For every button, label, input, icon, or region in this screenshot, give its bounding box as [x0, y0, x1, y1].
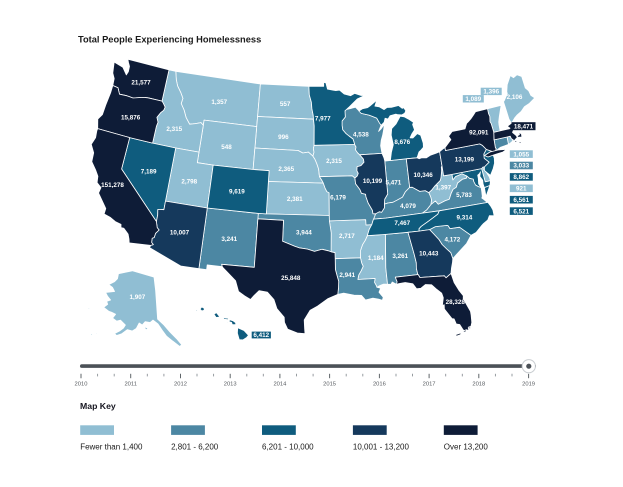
svg-text:151,278: 151,278 [101, 182, 124, 189]
svg-text:10,007: 10,007 [170, 230, 190, 237]
svg-text:2,381: 2,381 [287, 196, 303, 203]
svg-text:2018: 2018 [472, 381, 485, 387]
svg-text:2,315: 2,315 [166, 126, 182, 133]
svg-text:4,079: 4,079 [400, 203, 416, 210]
svg-text:557: 557 [280, 101, 291, 108]
svg-text:2,315: 2,315 [326, 158, 342, 165]
svg-text:6,201 - 10,000: 6,201 - 10,000 [262, 443, 314, 452]
svg-text:28,328: 28,328 [446, 299, 466, 306]
svg-text:2013: 2013 [224, 381, 237, 387]
svg-text:1,184: 1,184 [368, 255, 384, 262]
svg-text:92,091: 92,091 [469, 130, 489, 137]
svg-text:1,055: 1,055 [513, 151, 529, 158]
svg-text:10,001 - 13,200: 10,001 - 13,200 [353, 443, 410, 452]
svg-text:13,199: 13,199 [455, 157, 475, 164]
svg-text:2014: 2014 [273, 381, 287, 387]
svg-text:2010: 2010 [75, 381, 88, 387]
svg-text:1,089: 1,089 [465, 96, 481, 103]
svg-text:2019: 2019 [522, 381, 535, 387]
svg-text:10,199: 10,199 [363, 178, 383, 185]
svg-text:Map Key: Map Key [80, 401, 116, 411]
svg-text:1,357: 1,357 [211, 99, 227, 106]
svg-text:4,172: 4,172 [445, 237, 461, 244]
svg-text:1,396: 1,396 [483, 89, 499, 96]
svg-text:2011: 2011 [124, 381, 136, 387]
svg-text:7,467: 7,467 [394, 220, 410, 227]
svg-text:6,521: 6,521 [513, 208, 529, 215]
svg-text:2,365: 2,365 [278, 166, 294, 173]
svg-text:9,314: 9,314 [457, 215, 473, 222]
svg-text:3,261: 3,261 [392, 253, 408, 260]
svg-text:2,941: 2,941 [339, 272, 355, 279]
svg-text:2,717: 2,717 [339, 233, 355, 240]
svg-text:2015: 2015 [323, 381, 336, 387]
svg-text:548: 548 [221, 144, 232, 151]
svg-text:7,977: 7,977 [315, 116, 331, 123]
svg-text:5,471: 5,471 [386, 179, 402, 186]
svg-text:8,862: 8,862 [513, 174, 529, 181]
svg-text:3,241: 3,241 [221, 236, 237, 243]
svg-text:7,189: 7,189 [141, 169, 157, 176]
svg-text:1,907: 1,907 [130, 294, 146, 301]
svg-text:15,876: 15,876 [121, 114, 141, 121]
svg-text:3,033: 3,033 [513, 163, 529, 170]
svg-text:25,848: 25,848 [281, 275, 301, 282]
svg-text:3,944: 3,944 [296, 230, 312, 237]
svg-text:10,443: 10,443 [419, 250, 439, 257]
svg-text:2,798: 2,798 [181, 179, 197, 186]
svg-text:921: 921 [516, 186, 527, 193]
svg-text:Over 13,200: Over 13,200 [444, 443, 489, 452]
svg-text:18,471: 18,471 [514, 123, 534, 130]
svg-text:5,783: 5,783 [456, 192, 472, 199]
svg-text:6,412: 6,412 [253, 332, 269, 339]
svg-text:2017: 2017 [423, 381, 436, 387]
svg-text:6,561: 6,561 [513, 197, 529, 204]
svg-text:Fewer than 1,400: Fewer than 1,400 [80, 443, 143, 452]
svg-text:Total People Experiencing Home: Total People Experiencing Homelessness [78, 35, 261, 45]
svg-text:2,801 - 6,200: 2,801 - 6,200 [171, 443, 219, 452]
svg-text:9,619: 9,619 [229, 189, 245, 196]
svg-text:2016: 2016 [373, 381, 386, 387]
svg-text:6,179: 6,179 [330, 195, 346, 202]
svg-text:4,538: 4,538 [353, 132, 369, 139]
svg-text:21,577: 21,577 [131, 80, 151, 87]
svg-text:10,346: 10,346 [413, 172, 433, 179]
svg-text:2,106: 2,106 [507, 94, 523, 101]
svg-text:996: 996 [278, 134, 289, 141]
svg-text:8,676: 8,676 [394, 139, 410, 146]
svg-text:2012: 2012 [174, 381, 187, 387]
svg-text:1,397: 1,397 [435, 185, 451, 192]
